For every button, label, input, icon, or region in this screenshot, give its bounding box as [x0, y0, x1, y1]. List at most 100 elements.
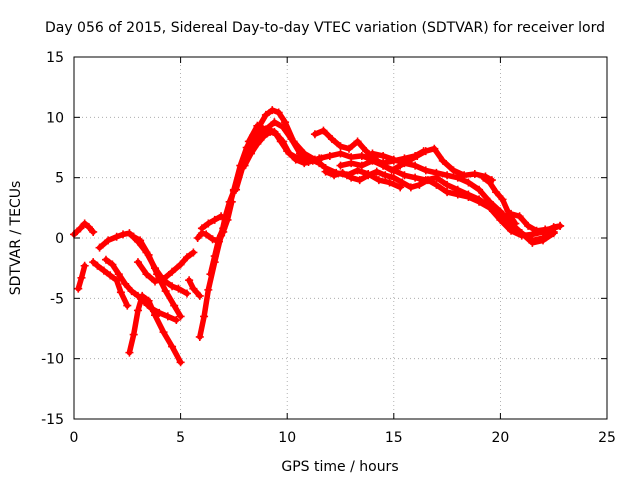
x-tick-label: 25	[598, 430, 616, 446]
data-point-marker	[556, 221, 565, 230]
data-point-marker	[210, 252, 219, 261]
data-point-marker	[498, 195, 507, 204]
data-point-marker	[293, 154, 302, 163]
data-point-marker	[153, 270, 162, 279]
data-point-marker	[127, 287, 136, 296]
data-point-marker	[515, 212, 524, 221]
data-point-marker	[541, 225, 550, 234]
data-point-marker	[345, 144, 354, 153]
data-point-marker	[174, 284, 183, 293]
data-point-marker	[353, 166, 362, 175]
data-point-marker	[396, 183, 405, 192]
data-point-marker	[549, 224, 558, 233]
x-tick-label: 5	[176, 430, 185, 446]
data-point-marker	[189, 248, 198, 257]
data-point-marker	[381, 171, 390, 180]
data-point-marker	[374, 176, 383, 185]
data-point-marker	[101, 255, 110, 264]
data-point-marker	[208, 235, 217, 244]
data-point-marker	[443, 171, 452, 180]
data-point-marker	[108, 260, 117, 269]
data-point-marker	[182, 289, 191, 298]
data-point-marker	[89, 227, 98, 236]
data-point-marker	[168, 282, 177, 291]
series-line-track-7	[135, 249, 197, 285]
data-point-marker	[176, 260, 185, 269]
data-point-marker	[507, 209, 516, 218]
data-point-marker	[185, 276, 194, 285]
axis-ticks: 0 5 10 15 20 25 -15 -10 -5 0 5 10 15	[41, 50, 616, 446]
data-point-marker	[400, 159, 409, 168]
data-point-marker	[129, 232, 138, 241]
data-point-marker	[413, 151, 422, 160]
data-point-marker	[144, 250, 153, 259]
data-point-marker	[353, 137, 362, 146]
data-point-marker	[430, 144, 439, 153]
data-point-marker	[125, 229, 134, 238]
data-point-marker	[274, 108, 283, 117]
data-point-marker	[261, 125, 270, 134]
data-point-marker	[244, 137, 253, 146]
data-point-marker	[357, 161, 366, 170]
data-point-marker	[453, 173, 462, 182]
data-point-marker	[539, 236, 548, 245]
data-point-marker	[104, 236, 113, 245]
x-tick-label: 20	[491, 430, 509, 446]
data-point-marker	[272, 130, 281, 139]
data-point-marker	[319, 126, 328, 135]
data-point-marker	[123, 301, 132, 310]
data-point-marker	[511, 219, 520, 228]
data-point-marker	[217, 212, 226, 221]
data-point-marker	[398, 178, 407, 187]
data-point-marker	[170, 301, 179, 310]
data-point-marker	[464, 190, 473, 199]
data-point-marker	[310, 130, 319, 139]
chart-title: Day 056 of 2015, Sidereal Day-to-day VTE…	[45, 20, 605, 36]
data-point-marker	[524, 221, 533, 230]
data-point-marker	[443, 188, 452, 197]
data-point-marker	[253, 121, 262, 130]
y-tick-label: -5	[50, 291, 64, 307]
data-point-marker	[93, 261, 102, 270]
data-point-marker	[76, 224, 85, 233]
data-point-marker	[204, 285, 213, 294]
x-tick-label: 0	[70, 430, 79, 446]
data-point-marker	[368, 149, 377, 158]
data-point-marker	[144, 296, 153, 305]
data-point-marker	[432, 168, 441, 177]
data-point-marker	[528, 238, 537, 247]
data-point-marker	[197, 224, 206, 233]
data-point-marker	[532, 226, 541, 235]
data-point-marker	[421, 176, 430, 185]
data-point-marker	[315, 159, 324, 168]
data-point-marker	[385, 178, 394, 187]
data-point-marker	[336, 142, 345, 151]
data-point-marker	[133, 306, 142, 315]
data-point-marker	[347, 159, 356, 168]
data-point-marker	[268, 106, 277, 115]
data-point-marker	[278, 122, 287, 131]
data-point-marker	[210, 215, 219, 224]
data-point-marker	[151, 277, 160, 286]
x-tick-label: 10	[278, 430, 296, 446]
y-tick-label: 10	[46, 110, 64, 126]
data-point-marker	[304, 154, 313, 163]
x-tick-label: 15	[385, 430, 403, 446]
data-point-marker	[116, 288, 125, 297]
data-point-marker	[327, 135, 336, 144]
data-point-marker	[246, 149, 255, 158]
data-point-marker	[138, 291, 147, 300]
data-point-marker	[411, 173, 420, 182]
data-point-marker	[470, 170, 479, 179]
grid	[74, 57, 607, 419]
data-point-marker	[464, 178, 473, 187]
data-point-marker	[193, 234, 202, 242]
data-point-marker	[492, 188, 501, 197]
data-point-marker	[232, 185, 241, 194]
data-point-marker	[321, 167, 330, 176]
data-point-marker	[119, 230, 128, 239]
data-point-marker	[202, 230, 211, 239]
y-tick-label: -10	[41, 352, 64, 368]
data-point-marker	[325, 151, 334, 160]
data-point-marker	[443, 180, 452, 189]
